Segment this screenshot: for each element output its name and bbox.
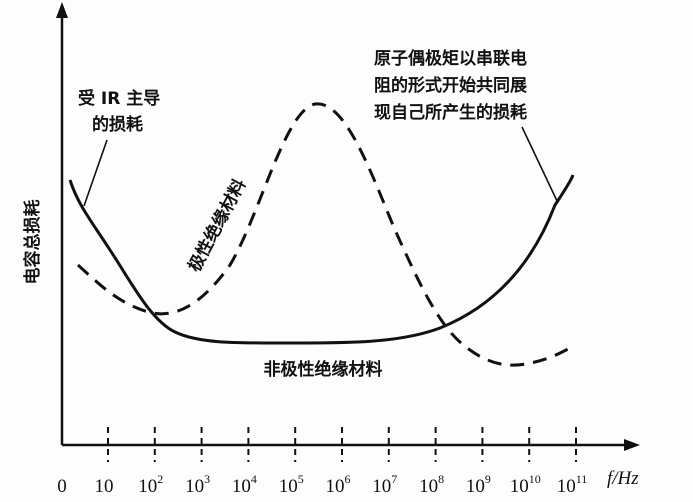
x-tick-exponent: 11 [576, 472, 588, 486]
x-tick-base: 10 [510, 476, 529, 497]
series-polar-curve [76, 102, 571, 367]
dipole-annotation-line3: 现自己所产生的损耗 [374, 102, 527, 123]
ir-annotation-line1: 受 IR 主导 [78, 88, 160, 109]
x-tick-label: 104 [232, 472, 257, 497]
dipole-annotation-line1: 原子偶极矩以串联电 [374, 48, 527, 69]
x-tick-base: 10 [466, 476, 485, 497]
x-tick-base: 10 [279, 476, 298, 497]
x-tick-labels: 0 10 102 103 104 105 106 107 108 109 1010 1011 [57, 472, 587, 497]
x-tick-label: 1011 [557, 472, 588, 497]
x-tick-base: 10 [372, 476, 391, 497]
x-tick-base: 10 [138, 476, 157, 497]
x-tick-label: 102 [138, 472, 163, 497]
x-tick-label: 105 [279, 472, 304, 497]
x-tick-base: 10 [419, 476, 438, 497]
x-tick-exponent: 10 [529, 472, 541, 486]
x-tick-base: 0 [57, 476, 67, 497]
dipole-annotation-leader [521, 126, 559, 204]
ir-annotation: 受 IR 主导 的损耗 [78, 88, 166, 135]
series-nonpolar-label: 非极性绝缘材料 [264, 359, 383, 380]
x-tick-exponent: 4 [251, 472, 257, 486]
ir-annotation-line2: 的损耗 [92, 114, 143, 135]
x-tick-exponent: 9 [485, 472, 491, 486]
x-tick-base: 10 [185, 476, 204, 497]
x-tick-base: 10 [557, 476, 576, 497]
x-tick-exponent: 5 [298, 472, 304, 486]
x-tick-base: 10 [232, 476, 251, 497]
x-tick-base: 10 [95, 476, 114, 497]
x-tick-base: 10 [326, 476, 345, 497]
x-tick-exponent: 7 [391, 472, 397, 486]
x-tick-label: 106 [326, 472, 351, 497]
x-tick-label: 1010 [510, 472, 541, 497]
x-tick-exponent: 8 [438, 472, 444, 486]
dipole-annotation-line2: 阻的形式开始共同展 [374, 75, 527, 96]
ir-annotation-leader [83, 139, 108, 207]
series-nonpolar-curve [68, 174, 575, 345]
x-tick-label: 0 [57, 476, 67, 497]
x-tick-exponent: 2 [157, 472, 163, 486]
x-axis-arrow [624, 439, 640, 451]
x-axis-label: f/Hz [607, 468, 639, 489]
x-tick-label: 108 [419, 472, 444, 497]
x-tick-label: 10 [95, 476, 114, 497]
x-axis-label-text: f/Hz [607, 468, 639, 489]
dipole-annotation: 原子偶极矩以串联电 阻的形式开始共同展 现自己所产生的损耗 [374, 48, 533, 123]
x-tick-label: 103 [185, 472, 210, 497]
x-tick-label: 107 [372, 472, 397, 497]
y-axis-arrow [56, 2, 68, 18]
x-tick-exponent: 3 [204, 472, 210, 486]
tick-guides [107, 427, 577, 462]
x-tick-exponent: 6 [345, 472, 351, 486]
x-tick-label: 109 [466, 472, 491, 497]
y-axis-label: 电容总损耗 [22, 200, 43, 285]
series-polar-label: 极性绝缘材料 [184, 175, 250, 275]
